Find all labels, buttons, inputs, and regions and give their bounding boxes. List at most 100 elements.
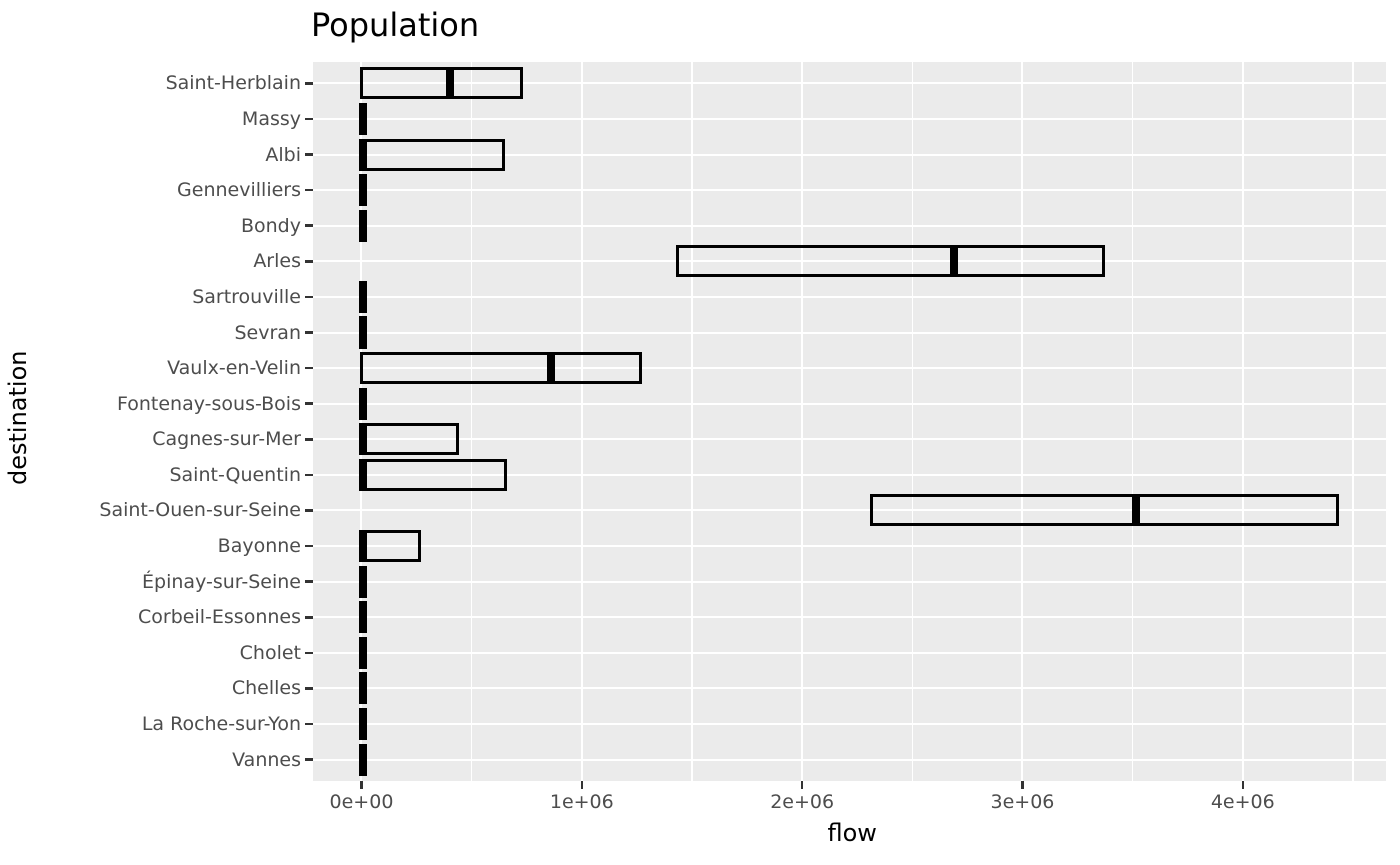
y-tick-mark [305, 331, 313, 334]
major-gridline-y [313, 723, 1386, 726]
minor-gridline-x [691, 62, 693, 781]
crossbar-midline [358, 672, 367, 705]
major-gridline-y [313, 758, 1386, 761]
crossbar [359, 530, 421, 563]
crossbar-midline [359, 423, 368, 456]
crossbar [359, 138, 506, 171]
x-tick-mark [360, 781, 363, 789]
major-gridline-y [313, 545, 1386, 548]
x-tick-label: 1e+06 [549, 791, 614, 813]
y-tick-label: Chelles [231, 677, 301, 700]
major-gridline-x [580, 62, 583, 781]
major-gridline-y [313, 580, 1386, 583]
y-tick-mark [305, 188, 313, 192]
y-tick-mark [305, 438, 313, 441]
y-tick-mark [305, 117, 313, 121]
major-gridline-y [313, 402, 1386, 405]
major-gridline-y [313, 331, 1386, 334]
y-tick-mark [305, 509, 313, 512]
crossbar-midline [446, 67, 455, 100]
major-gridline-y [313, 616, 1386, 619]
y-tick-label: Cagnes-sur-Mer [152, 428, 301, 451]
x-tick-mark [580, 781, 584, 789]
major-gridline-y [313, 224, 1386, 227]
major-gridline-y [313, 260, 1386, 263]
x-tick-label: 4e+06 [1210, 791, 1275, 813]
y-tick-mark [305, 295, 313, 299]
crossbar-midline [359, 138, 368, 171]
y-tick-mark [305, 224, 313, 227]
y-tick-mark [305, 153, 313, 156]
x-tick-label: 0e+00 [329, 791, 394, 813]
crossbar-midline [1131, 494, 1140, 527]
crossbar [359, 352, 642, 385]
y-tick-mark [305, 544, 313, 548]
y-tick-label: Sartrouville [192, 285, 301, 308]
crossbar-midline [358, 636, 367, 669]
y-tick-label: Sevran [234, 321, 302, 344]
crossbar [359, 458, 508, 491]
crossbar [869, 494, 1340, 527]
y-tick-mark [305, 687, 313, 690]
x-tick-mark [800, 781, 804, 789]
major-gridline-y [313, 295, 1386, 298]
y-tick-label: Saint-Herblain [165, 72, 301, 95]
y-tick-label: Massy [241, 107, 301, 130]
crossbar-midline [358, 743, 367, 776]
major-gridline-y [313, 438, 1386, 441]
y-tick-label: Vaulx-en-Velin [167, 357, 301, 380]
y-tick-label: Fontenay-sous-Bois [117, 392, 301, 415]
crossbar-midline [358, 601, 367, 634]
minor-gridline-x [1352, 62, 1354, 781]
y-tick-mark [305, 366, 313, 370]
crossbar-midline [358, 102, 367, 135]
y-tick-label: Épinay-sur-Seine [142, 570, 301, 593]
chart-title: Population [311, 6, 480, 44]
major-gridline-x [1021, 62, 1024, 781]
major-gridline-y [313, 117, 1386, 120]
major-gridline-y [313, 367, 1386, 370]
y-tick-label: Bayonne [217, 535, 301, 558]
y-tick-mark [305, 580, 313, 583]
major-gridline-y [313, 473, 1386, 476]
major-gridline-x [801, 62, 804, 781]
y-tick-mark [305, 82, 313, 85]
crossbar-midline [358, 174, 367, 207]
y-tick-mark [305, 473, 313, 477]
crossbar-midline [358, 316, 367, 349]
major-gridline-y [313, 189, 1386, 192]
major-gridline-y [313, 153, 1386, 156]
major-gridline-y [313, 509, 1386, 512]
major-gridline-x [360, 62, 363, 781]
crossbar-midline [358, 209, 367, 242]
y-tick-label: Bondy [240, 214, 301, 237]
y-tick-mark [305, 758, 313, 761]
major-gridline-y [313, 82, 1386, 85]
x-tick-mark [1241, 781, 1245, 789]
crossbar [676, 245, 1105, 278]
crossbar [359, 423, 459, 456]
y-tick-label: Saint-Quentin [169, 463, 301, 486]
y-tick-label: Albi [265, 143, 301, 166]
y-tick-label: Vannes [232, 748, 301, 771]
x-tick-label: 2e+06 [770, 791, 835, 813]
y-tick-mark [305, 651, 313, 655]
y-tick-label: Saint-Ouen-sur-Seine [99, 499, 301, 522]
y-tick-label: Cholet [239, 641, 301, 664]
crossbar-midline [358, 708, 367, 741]
y-axis-title: destination [4, 350, 32, 485]
x-tick-label: 3e+06 [990, 791, 1055, 813]
crossbar-midline [358, 280, 367, 313]
crossbar-midline [359, 530, 368, 563]
y-tick-mark [305, 616, 313, 619]
x-axis-title: flow [827, 819, 877, 847]
y-tick-label: Gennevilliers [177, 179, 301, 202]
crossbar-midline [359, 458, 368, 491]
crossbar-midline [358, 565, 367, 598]
minor-gridline-x [471, 62, 473, 781]
minor-gridline-x [1132, 62, 1134, 781]
y-tick-mark [305, 402, 313, 405]
crossbar-midline [358, 387, 367, 420]
y-tick-label: La Roche-sur-Yon [141, 713, 301, 736]
